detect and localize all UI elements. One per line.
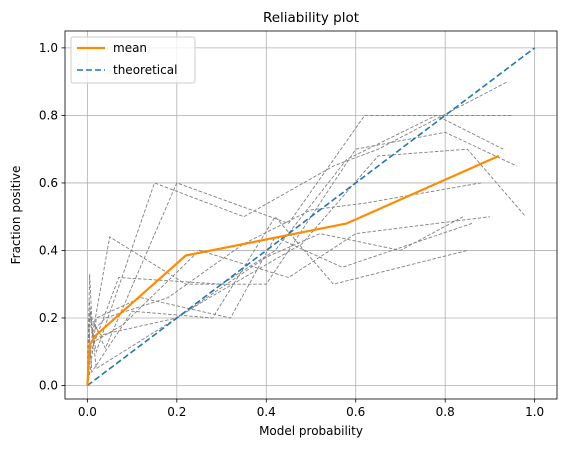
x-tick-label: 1.0 [525, 405, 544, 419]
fold-line-3 [86, 148, 527, 386]
plot-frame [64, 30, 558, 400]
fold-line-2 [86, 131, 517, 386]
y-tick-label: 1.0 [39, 41, 58, 55]
y-tick-label: 0.8 [39, 108, 58, 122]
legend-theoretical-label: theoretical [113, 63, 177, 77]
x-tick-label: 0.4 [257, 405, 276, 419]
x-tick-label: 0.6 [346, 405, 365, 419]
y-tick-label: 0.6 [39, 176, 58, 190]
chart-title: Reliability plot [263, 10, 359, 26]
legend-mean-label: mean [113, 41, 147, 55]
y-tick-label: 0.4 [39, 243, 58, 257]
theoretical-line [86, 47, 536, 387]
x-axis-label: Model probability [259, 424, 363, 438]
fold-line-8 [86, 222, 473, 386]
legend: mean theoretical [70, 36, 196, 84]
fold-line-0 [86, 114, 513, 386]
series-layer [86, 47, 536, 387]
fold-line-7 [86, 216, 490, 386]
y-tick-label: 0.2 [39, 311, 58, 325]
fold-lines-layer [86, 81, 527, 386]
fold-line-9 [86, 182, 482, 386]
y-axis-label: Fraction positive [9, 166, 23, 265]
x-tick-label: 0.8 [436, 405, 455, 419]
tick-layer: 0.0 0.2 0.4 0.6 0.8 1.0 0.0 0.2 0.4 0.6 0.8 1.0 [39, 41, 544, 419]
mean-line [86, 154, 500, 386]
y-tick-label: 0.0 [39, 378, 58, 392]
x-tick-label: 0.0 [78, 405, 97, 419]
fold-line-4 [86, 114, 504, 386]
fold-line-6 [86, 216, 464, 386]
x-tick-label: 0.2 [167, 405, 186, 419]
